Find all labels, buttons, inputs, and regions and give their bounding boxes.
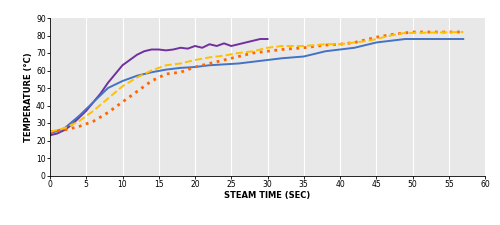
X-axis label: STEAM TIME (SEC): STEAM TIME (SEC) bbox=[224, 191, 310, 200]
Y-axis label: TEMPERATURE (°C): TEMPERATURE (°C) bbox=[24, 52, 34, 142]
